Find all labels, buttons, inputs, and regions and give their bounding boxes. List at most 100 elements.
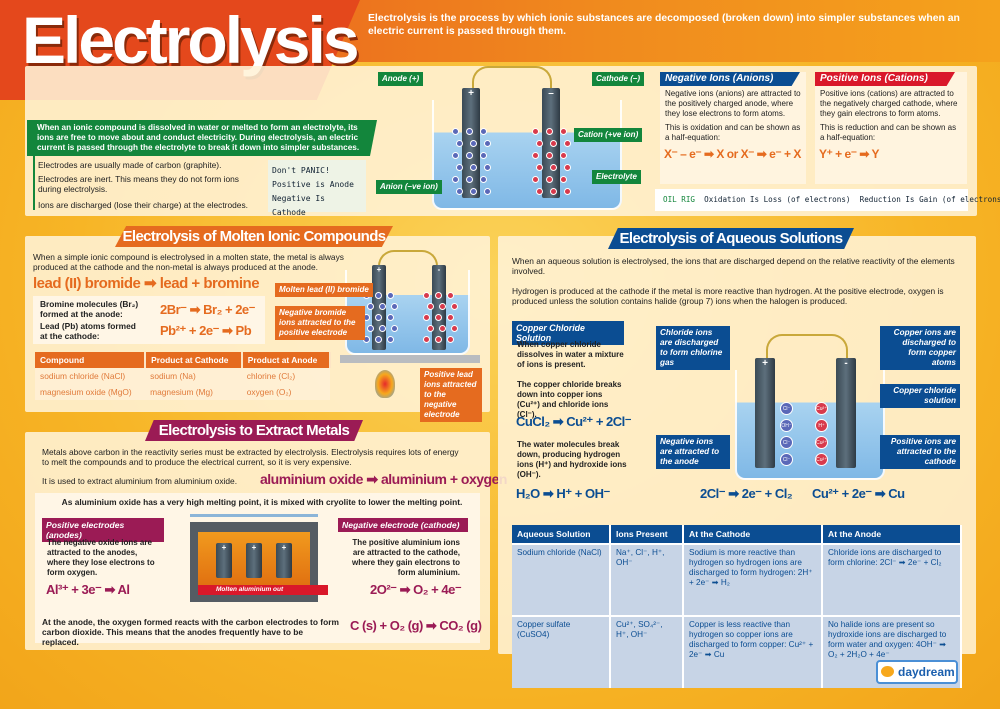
column-header: Aqueous Solution <box>512 525 611 544</box>
cation-dot <box>451 325 458 332</box>
wire <box>472 66 552 96</box>
cation-dot <box>427 325 434 332</box>
anion-dot <box>466 128 473 135</box>
anion-dot <box>456 164 463 171</box>
cation-dot <box>550 164 557 171</box>
cation-dot <box>435 292 442 299</box>
table-cell: sodium (Na) <box>145 368 242 384</box>
cations-card: Positive Ions (Cations) Positive ions (c… <box>815 72 967 184</box>
anions-heading: Negative Ions (Anions) <box>660 72 800 86</box>
cations-equation: Y⁺ + e⁻ ➡ Y <box>819 147 880 161</box>
cations-text2: This is reduction and can be shown as a … <box>820 123 957 142</box>
table-cell: Sodium is more reactive than hydrogen so… <box>683 543 823 616</box>
cathode-half-equation: Pb²⁺ + 2e⁻ ➡ Pb <box>160 323 252 338</box>
copper-ions-label: Copper ions are discharged to form coppe… <box>880 326 960 370</box>
anion-dot <box>391 325 398 332</box>
anion-dot <box>484 188 491 195</box>
anion-dot: OH⁻ <box>780 419 793 432</box>
anion-dot: Cl⁻ <box>780 453 793 466</box>
cation-dot <box>546 152 553 159</box>
bullet-item: Electrodes are inert. This means they do… <box>38 174 239 194</box>
table-cell: oxygen (O₂) <box>241 384 330 400</box>
anion-dot <box>470 164 477 171</box>
column-header: Product at Cathode <box>145 352 243 368</box>
mnemonic-line: Positive is Anode <box>272 180 354 189</box>
cation-dot <box>560 152 567 159</box>
cation-dot <box>439 325 446 332</box>
molten-table: Compound Product at Cathode Product at Ano… <box>35 352 332 400</box>
bullet-item: Electrodes are usually made of carbon (g… <box>38 160 222 170</box>
column-header: Product at Anode <box>241 352 332 368</box>
bullet-item: Ions are discharged (lose their charge) … <box>38 200 248 210</box>
cation-dot: H⁺ <box>815 419 828 432</box>
anode-half-equation: 2Br⁻ ➡ Br₂ + 2e⁻ <box>160 302 256 317</box>
table-cell: sodium chloride (NaCl) <box>35 368 146 384</box>
daydream-logo: daydream <box>876 660 958 684</box>
table-header-row: Aqueous Solution Ions Present At the Catho… <box>512 525 962 544</box>
table-cell: chlorine (Cl₂) <box>241 368 330 384</box>
cathode-half-label: Lead (Pb) atoms formed at the cathode: <box>40 321 136 341</box>
anions-text2: This is oxidation and can be shown as a … <box>665 123 801 142</box>
cation-dot <box>536 188 543 195</box>
anion-label: Anion (–ve ion) <box>376 180 442 194</box>
cation-dot <box>532 152 539 159</box>
anion-dot <box>452 128 459 135</box>
extract-text2: It is used to extract aluminium from alu… <box>42 476 238 486</box>
column-header: Compound <box>35 352 147 368</box>
copper-eq2: H₂O ➡ H⁺ + OH⁻ <box>516 486 610 501</box>
wire <box>766 334 848 362</box>
extract-word-equation: aluminium oxide ➡ aluminium + oxygen <box>260 471 507 487</box>
cation-dot: Cu²⁺ <box>815 402 828 415</box>
molten-label: Molten lead (II) bromide <box>275 283 373 297</box>
extract-heading: Electrolysis to Extract Metals <box>145 420 363 441</box>
copper-p1: When copper chloride dissolves in water … <box>517 340 624 369</box>
cation-dot <box>439 303 446 310</box>
anode-electrode: + <box>276 543 292 578</box>
anion-dot <box>470 140 477 147</box>
cation-dot <box>550 188 557 195</box>
cation-dot <box>536 140 543 147</box>
mnemonic-line: Don't PANIC! <box>272 166 330 175</box>
mnemonic-line: Negative Is Cathode <box>272 194 325 217</box>
carbon-text: At the anode, the oxygen formed reacts w… <box>42 617 339 647</box>
wire <box>378 250 438 270</box>
anion-dot <box>466 176 473 183</box>
half-equations-box <box>33 296 265 344</box>
busbar <box>190 514 318 517</box>
negative-ions-label: Negative bromide ions attracted to the p… <box>275 306 365 340</box>
anion-dot <box>367 325 374 332</box>
anion-dot <box>367 303 374 310</box>
table-row: Copper sulfate (CuSO4) Cu²⁺, SO₄²⁻, H⁺, O… <box>512 615 962 688</box>
cation-dot <box>560 128 567 135</box>
molten-aluminium-out: Molten aluminium out <box>198 585 328 595</box>
cathode-equation: 2O²⁻ ➡ O₂ + 4e⁻ <box>370 582 462 597</box>
anion-dot <box>375 336 382 343</box>
column-header: At the Anode <box>822 525 962 544</box>
cation-dot <box>447 336 454 343</box>
anode-electrode: + <box>755 358 775 468</box>
molten-heading: Electrolysis of Molten Ionic Compounds <box>115 226 393 247</box>
anion-dot <box>480 176 487 183</box>
anion-dot <box>480 128 487 135</box>
anion-dot <box>387 336 394 343</box>
anions-text: Negative ions (anions) are attracted to … <box>665 89 801 118</box>
aqueous-heading: Electrolysis of Aqueous Solutions <box>608 228 854 249</box>
cation-dot <box>546 176 553 183</box>
cation-dot <box>447 292 454 299</box>
flame-icon <box>375 370 395 398</box>
cation-dot <box>564 140 571 147</box>
cation-dot <box>546 128 553 135</box>
anion-dot <box>484 140 491 147</box>
carbon-equation: C (s) + O₂ (g) ➡ CO₂ (g) <box>350 618 482 633</box>
positive-ions-label: Positive ions are attracted to the catho… <box>880 435 960 469</box>
aqueous-anode-eq: 2Cl⁻ ➡ 2e⁻ + Cl₂ <box>700 486 793 501</box>
table-header-row: Compound Product at Cathode Product at Ano… <box>35 352 332 368</box>
cation-dot <box>423 292 430 299</box>
plus-sign: + <box>468 88 474 99</box>
cation-dot <box>447 314 454 321</box>
cation-dot <box>536 164 543 171</box>
cation-dot <box>532 176 539 183</box>
anions-equation: X⁻ – e⁻ ➡ X or X⁻ ➡ e⁻ + X <box>664 147 801 161</box>
extract-text: Metals above carbon in the reactivity se… <box>42 447 459 467</box>
cation-dot <box>435 314 442 321</box>
